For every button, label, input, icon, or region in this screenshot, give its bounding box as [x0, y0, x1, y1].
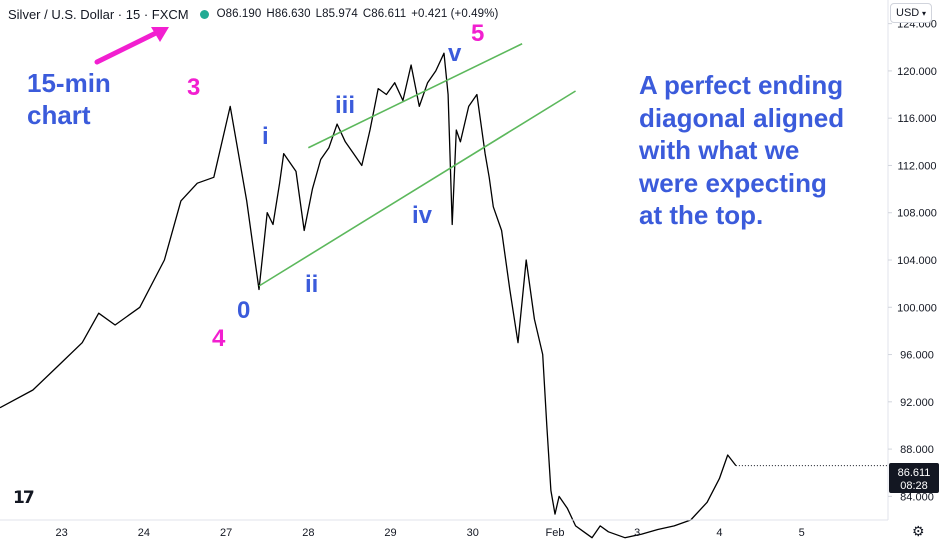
chart-note: 15-min chart [27, 68, 111, 130]
wave-label-4: 4 [212, 325, 226, 352]
trendlines [258, 43, 888, 467]
ohlc-change: +0.421 (+0.49%) [411, 8, 499, 20]
time-tick-label: 24 [138, 527, 150, 539]
time-tick-label: 5 [799, 527, 805, 539]
pink-arrow [94, 28, 163, 65]
price-tick-label: 120.000 [897, 66, 937, 78]
price-tick-label: 92.000 [900, 397, 934, 409]
ohlc-close: C86.611 [362, 8, 407, 20]
price-tick-label: 112.000 [898, 160, 937, 172]
time-tick-label: 23 [56, 527, 68, 539]
wave-label-iii: iii [335, 92, 356, 119]
wave-label-3: 3 [187, 74, 201, 101]
trendline-lower [258, 90, 576, 287]
price-tick-label: 84.000 [900, 491, 934, 503]
wave-label-v: v [448, 40, 462, 67]
price-line [0, 52, 737, 539]
ohlc-high: H86.630 [266, 8, 311, 20]
time-tick-label: 28 [302, 527, 314, 539]
price-series [0, 52, 737, 539]
price-tick-label: 104.000 [897, 255, 937, 267]
wave-label-5: 5 [471, 20, 485, 47]
time-tick-label: 30 [467, 527, 479, 539]
price-tick-label: 108.000 [897, 208, 937, 220]
ohlc-low: L85.974 [315, 8, 358, 20]
currency-selector[interactable]: USD ▾ [890, 3, 932, 23]
wave-label-i: i [262, 123, 269, 150]
wave-label-ii: ii [305, 271, 319, 298]
time-axis: 23 24 27 28 29 30 Feb 3 4 5 [56, 527, 805, 539]
time-tick-label: 29 [384, 527, 396, 539]
last-price-label: 86.611 08:28 [889, 463, 939, 493]
last-price-value: 86.611 [898, 467, 931, 479]
wave-label-0: 0 [237, 297, 251, 324]
chevron-down-icon: ▾ [921, 8, 926, 18]
time-tick-label: 3 [634, 527, 640, 539]
tradingview-logo[interactable]: 17 [13, 488, 35, 508]
wave-label-iv: iv [412, 202, 433, 229]
price-tick-label: 88.000 [900, 444, 934, 456]
market-status-dot [199, 9, 209, 19]
time-tick-label: Feb [546, 527, 565, 539]
last-price-timer: 08:28 [900, 480, 928, 492]
pink-arrowhead [151, 27, 169, 42]
symbol-title[interactable]: Silver / U.S. Dollar · 15 · FXCM [8, 6, 189, 22]
time-tick-label: 4 [716, 527, 722, 539]
price-axis: 84.000 88.000 92.000 96.000 100.000 104.000 10… [888, 19, 937, 503]
price-tick-label: 116.000 [898, 113, 937, 125]
currency-label: USD [896, 7, 920, 19]
gear-icon[interactable]: ⚙ [912, 523, 925, 539]
trendline-upper [307, 43, 523, 149]
time-tick-label: 27 [220, 527, 232, 539]
symbol-header: Silver / U.S. Dollar · 15 · FXCM O86.190… [8, 4, 498, 24]
price-tick-label: 100.000 [897, 302, 937, 314]
price-tick-label: 96.000 [900, 350, 934, 362]
ohlc-open: O86.190 [216, 8, 262, 20]
main-note: A perfect ending diagonal aligned with w… [639, 70, 845, 230]
